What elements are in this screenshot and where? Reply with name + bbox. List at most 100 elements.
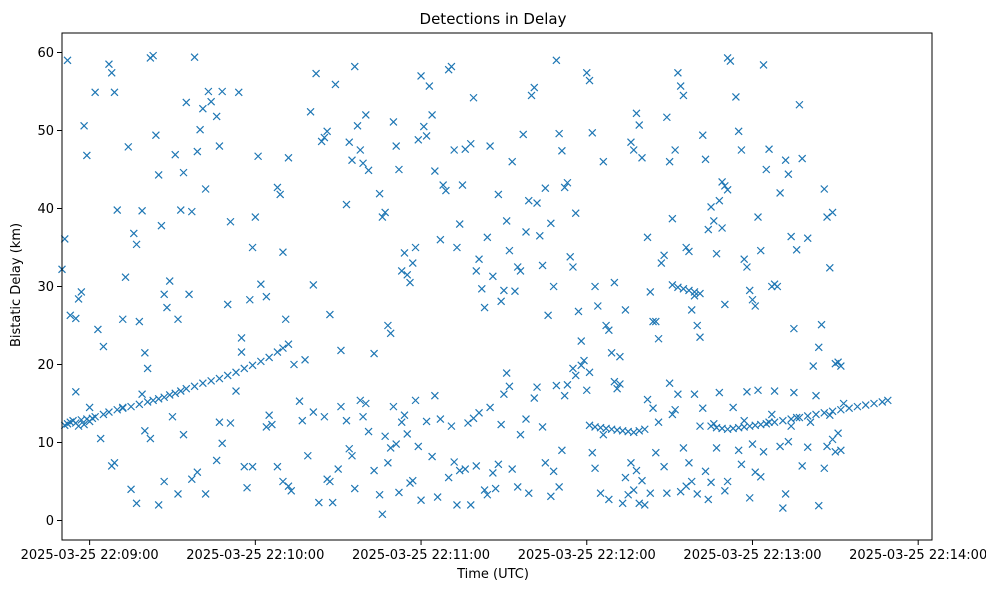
data-point-marker — [331, 80, 340, 89]
data-point-marker — [455, 466, 464, 475]
data-point-marker — [356, 396, 365, 405]
data-point-marker — [718, 224, 727, 232]
data-point-marker — [839, 399, 848, 408]
data-point-marker — [273, 348, 282, 356]
data-point-marker — [508, 465, 517, 473]
data-point-marker — [477, 284, 486, 293]
data-point-marker — [756, 246, 765, 255]
data-point-marker — [629, 428, 638, 437]
data-point-marker — [455, 220, 464, 229]
data-point-marker — [651, 317, 660, 326]
data-point-marker — [789, 388, 798, 397]
data-point-marker — [651, 448, 660, 457]
data-point-marker — [499, 286, 508, 295]
data-point-marker — [337, 402, 345, 411]
data-point-marker — [179, 168, 188, 177]
data-point-marker — [585, 368, 594, 377]
data-point-marker — [135, 400, 144, 409]
x-axis-label: Time (UTC) — [456, 567, 529, 582]
data-point-marker — [190, 382, 199, 391]
data-point-marker — [784, 437, 793, 446]
data-point-marker — [588, 128, 597, 137]
data-markers — [58, 51, 892, 519]
data-point-marker — [654, 334, 663, 343]
data-point-marker — [345, 138, 354, 147]
data-point-marker — [342, 416, 351, 425]
data-point-marker — [654, 418, 663, 427]
data-point-marker — [546, 492, 555, 501]
data-point-marker — [754, 386, 762, 395]
data-point-marker — [770, 387, 779, 395]
data-point-marker — [555, 483, 564, 491]
data-point-marker — [549, 467, 558, 476]
data-point-marker — [698, 131, 707, 140]
data-point-marker — [610, 278, 619, 287]
data-point-marker — [737, 460, 746, 469]
data-point-marker — [232, 387, 240, 395]
data-point-marker — [179, 430, 188, 439]
data-point-marker — [475, 255, 483, 264]
data-point-marker — [389, 117, 398, 126]
data-point-marker — [248, 361, 257, 370]
data-point-marker — [533, 383, 541, 392]
data-point-marker — [135, 317, 144, 326]
data-point-marker — [787, 232, 796, 241]
data-point-marker — [701, 155, 710, 164]
data-point-marker — [483, 490, 492, 499]
data-point-marker — [71, 314, 80, 323]
data-point-marker — [215, 374, 224, 383]
x-tick-label: 2025-03-25 22:14:00 — [849, 548, 986, 563]
data-point-marker — [571, 371, 580, 380]
data-point-marker — [361, 110, 370, 119]
data-point-marker — [254, 152, 263, 161]
y-tick-label: 30 — [37, 280, 54, 295]
data-point-marker — [118, 315, 127, 324]
data-point-marker — [803, 443, 812, 452]
data-point-marker — [397, 266, 406, 275]
data-point-marker — [789, 324, 798, 333]
data-point-marker — [439, 181, 448, 190]
data-point-marker — [237, 348, 246, 356]
data-point-marker — [731, 93, 740, 101]
data-point-marker — [615, 352, 624, 361]
data-point-marker — [85, 403, 94, 412]
data-point-marker — [273, 462, 282, 471]
data-point-marker — [541, 458, 550, 467]
data-point-marker — [569, 364, 577, 373]
data-point-marker — [337, 346, 345, 355]
data-point-marker — [795, 413, 804, 422]
data-point-marker — [665, 157, 674, 166]
data-point-marker — [312, 69, 321, 78]
data-point-marker — [157, 221, 166, 230]
data-point-marker — [488, 468, 497, 477]
data-point-marker — [720, 181, 729, 190]
data-point-marker — [671, 146, 680, 154]
data-point-marker — [778, 416, 787, 425]
data-point-marker — [408, 259, 417, 268]
data-point-marker — [820, 408, 829, 417]
data-point-marker — [196, 125, 205, 134]
data-point-marker — [552, 381, 561, 390]
data-point-marker — [577, 337, 586, 346]
data-point-marker — [759, 447, 768, 456]
data-point-marker — [596, 489, 605, 498]
data-point-marker — [314, 498, 323, 507]
data-point-marker — [870, 399, 878, 408]
data-point-marker — [350, 62, 359, 71]
data-point-marker — [627, 138, 635, 147]
data-point-marker — [696, 422, 704, 431]
data-point-marker — [414, 442, 423, 451]
data-point-marker — [883, 396, 892, 405]
data-point-marker — [814, 343, 823, 352]
data-point-marker — [193, 468, 202, 477]
data-point-marker — [392, 440, 401, 448]
data-point-marker — [693, 490, 702, 498]
data-point-marker — [243, 483, 251, 492]
data-point-marker — [541, 184, 550, 193]
data-point-marker — [643, 233, 652, 242]
data-point-marker — [378, 510, 387, 519]
data-point-marker — [591, 282, 599, 291]
data-point-marker — [544, 311, 553, 320]
data-point-marker — [679, 444, 688, 452]
data-point-marker — [383, 321, 392, 330]
